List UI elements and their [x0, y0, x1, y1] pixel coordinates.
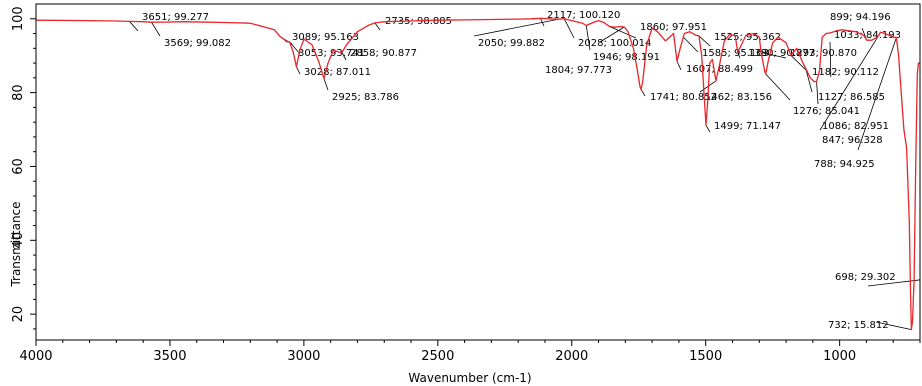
annotation-leader: [323, 78, 329, 91]
spectrum-line: [35, 17, 920, 331]
x-tick-label: 3500: [153, 349, 186, 364]
peak-annotation: 1462; 83.156: [705, 92, 772, 103]
peak-annotation: 1033; 84.193: [834, 30, 901, 41]
annotation-leader: [473, 18, 559, 37]
annotation-leader: [599, 26, 625, 43]
annotation-leader: [698, 35, 711, 47]
peak-annotation: 1804; 97.773: [545, 65, 612, 76]
x-tick-label: 4000: [19, 349, 52, 364]
peak-annotation: 1860; 97.951: [640, 22, 707, 33]
y-tick-label: 100: [11, 6, 26, 31]
annotation-leader: [761, 52, 787, 59]
annotation-leader: [829, 41, 832, 78]
annotation-leader: [867, 279, 921, 287]
annotation-leader: [816, 81, 819, 105]
x-tick-label: 1000: [823, 349, 856, 364]
annotation-leader: [151, 21, 161, 37]
peak-annotation: 2117; 100.120: [547, 10, 620, 21]
x-tick-label: 2500: [421, 349, 454, 364]
peak-annotation: 1741; 80.852: [650, 92, 717, 103]
annotation-leader: [875, 321, 912, 331]
peak-annotation: 1182; 90.112: [812, 67, 879, 78]
peak-annotation: 1525; 95.362: [714, 32, 781, 43]
peak-annotation: 1127; 86.585: [818, 92, 885, 103]
peak-annotation: 3089; 95.163: [292, 32, 359, 43]
annotation-leader: [341, 52, 347, 61]
x-tick-label: 1500: [689, 349, 722, 364]
y-axis-label: Transmittance: [9, 201, 23, 287]
annotation-leader: [682, 36, 699, 53]
annotation-leader: [737, 52, 741, 59]
peak-annotation: 847; 96.328: [822, 135, 883, 146]
annotation-leader: [705, 125, 711, 133]
annotation-leader: [640, 89, 646, 97]
peak-annotation: 1276; 85.041: [793, 106, 860, 117]
peak-annotation: 1585; 95.163: [702, 48, 769, 59]
peak-annotation: 1499; 71.147: [714, 121, 781, 132]
peak-annotation: 2050; 99.882: [478, 38, 545, 49]
peak-annotation: 732; 15.812: [828, 320, 889, 331]
annotation-leader: [296, 66, 301, 75]
x-tick-label: 3000: [287, 349, 320, 364]
x-axis-label: Wavenumber (cm-1): [408, 371, 531, 385]
y-axis-ticks: 100 80 60 40 20: [11, 6, 36, 330]
peak-annotation: 698; 29.302: [835, 272, 896, 283]
plot-frame: [35, 3, 921, 341]
y-tick-label: 40: [11, 232, 26, 249]
annotation-leader: [609, 25, 637, 39]
annotation-leader: [805, 68, 813, 93]
annotation-leader: [563, 18, 575, 39]
peak-annotation: 2925; 83.786: [332, 92, 399, 103]
peak-annotation: 2028; 100.014: [578, 38, 651, 49]
peak-annotation: 2858; 90.877: [350, 48, 417, 59]
annotation-leader: [765, 73, 791, 101]
annotation-leader: [374, 22, 381, 31]
peak-annotation: 1293; 90.870: [790, 48, 857, 59]
x-tick-label: 2000: [555, 349, 588, 364]
peak-annotation: 3028; 87.011: [304, 67, 371, 78]
annotation-leader: [289, 41, 301, 55]
peak-annotation: 3651; 99.277: [142, 12, 209, 23]
y-tick-label: 80: [11, 84, 26, 101]
annotation-leader: [857, 37, 897, 151]
annotation-leader: [585, 25, 591, 51]
annotation-leader: [819, 32, 881, 131]
annotation-leader: [129, 21, 139, 32]
annotation-leader: [676, 61, 682, 71]
peak-annotation: 1380; 90.877: [748, 48, 815, 59]
y-tick-label: 20: [11, 306, 26, 323]
annotation-leader: [790, 54, 809, 73]
peak-annotation: 1086; 82.951: [822, 121, 889, 132]
y-tick-label: 60: [11, 158, 26, 175]
x-axis-ticks: 4000 3500 3000 2500 2000 1500 1000: [19, 340, 921, 364]
peak-annotation: 1946; 98.191: [593, 52, 660, 63]
peak-annotation: 1607; 88.499: [686, 64, 753, 75]
peak-annotation: 2735; 98.885: [385, 16, 452, 27]
peak-annotation: 899; 94.196: [830, 12, 891, 23]
peak-annotation: 3569; 99.082: [164, 38, 231, 49]
peak-annotation: 788; 94.925: [814, 159, 875, 170]
